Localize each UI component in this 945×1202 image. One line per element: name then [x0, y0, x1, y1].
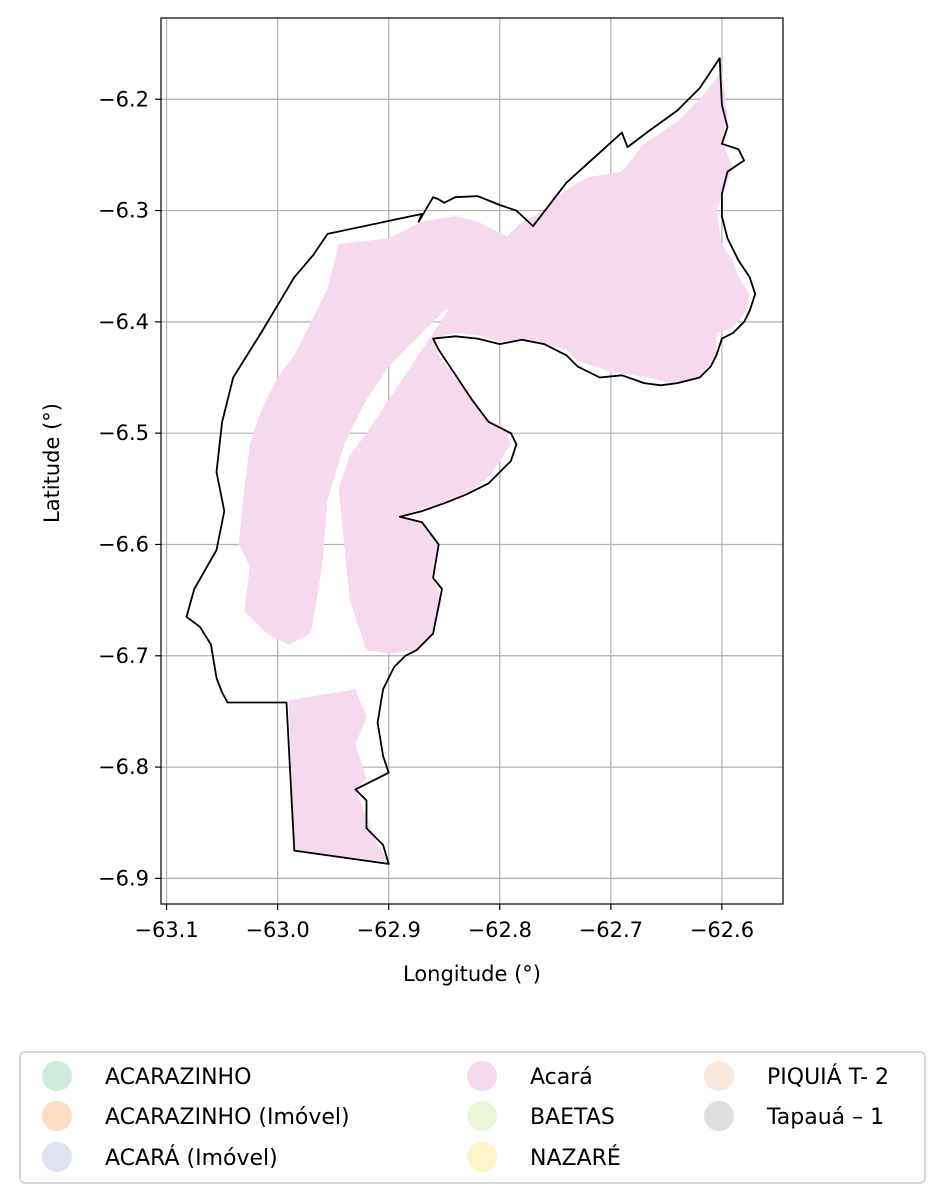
y-tick-label: −6.5 — [98, 421, 149, 445]
x-tick-label: −63.1 — [134, 918, 198, 942]
y-tick-label: −6.7 — [98, 644, 149, 668]
y-tick-label: −6.4 — [98, 310, 149, 334]
x-tick-label: −62.6 — [690, 918, 754, 942]
legend-label: NAZARÉ — [530, 1145, 621, 1171]
area-polygons — [238, 71, 750, 862]
legend-label: ACARAZINHO (Imóvel) — [105, 1105, 350, 1130]
plot-frame — [160, 17, 784, 905]
legend-marker — [704, 1101, 734, 1131]
x-tick-label: −62.9 — [357, 918, 421, 942]
legend-label: PIQUIÁ T- 2 — [767, 1064, 889, 1090]
y-tick-label: −6.6 — [98, 532, 149, 556]
area-polygon-acara — [288, 689, 389, 862]
legend-label: Acará — [530, 1065, 593, 1090]
legend: ACARAZINHO ACARAZINHO (Imóvel) ACARÁ (Imóv… — [19, 1051, 926, 1184]
municipality-boundary — [185, 57, 757, 865]
y-tick-label: −6.8 — [98, 755, 149, 779]
legend-marker — [467, 1101, 497, 1131]
legend-marker — [42, 1142, 72, 1172]
x-axis-label: Longitude (°) — [403, 962, 541, 986]
area-polygon-acara — [238, 216, 534, 645]
x-tick-label: −62.8 — [468, 918, 532, 942]
legend-marker — [42, 1061, 72, 1091]
legend-marker — [42, 1101, 72, 1131]
legend-label: ACARAZINHO — [105, 1065, 251, 1090]
y-tick-label: −6.3 — [98, 199, 149, 223]
x-tick-label: −63.0 — [245, 918, 309, 942]
y-axis-label: Latitude (°) — [40, 403, 64, 523]
legend-marker — [467, 1061, 497, 1091]
area-polygon-acara — [338, 71, 750, 654]
legend-label: ACARÁ (Imóvel) — [105, 1145, 278, 1171]
boundary-outline — [185, 57, 757, 865]
x-tick-label: −62.7 — [579, 918, 643, 942]
legend-label: BAETAS — [530, 1105, 615, 1130]
y-tick-label: −6.2 — [98, 87, 149, 111]
legend-marker — [467, 1142, 497, 1172]
y-tick-label: −6.9 — [98, 866, 149, 890]
legend-label: Tapauá – 1 — [766, 1105, 884, 1130]
legend-marker — [704, 1061, 734, 1091]
axis-ticks: −63.1 −63.0 −62.9 −62.8 −62.7 −62.6 −6.2 −6.3 −6… — [98, 87, 754, 942]
